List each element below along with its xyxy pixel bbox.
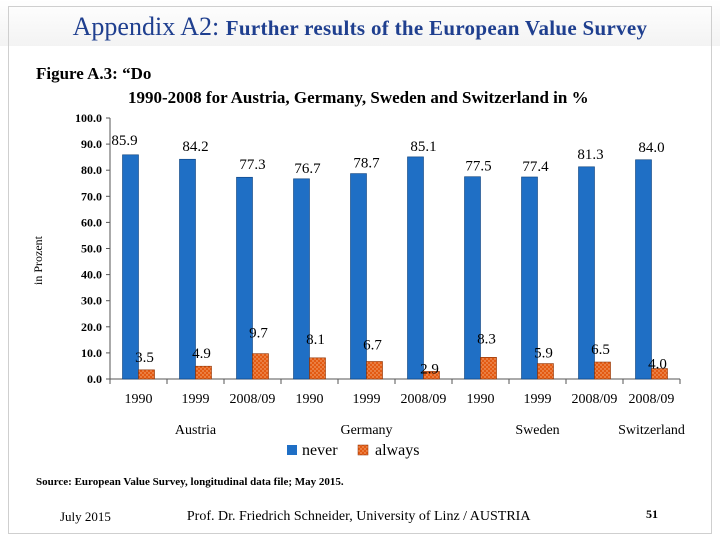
always-data-label: 3.5 <box>135 350 154 366</box>
never-data-label: 84.2 <box>182 139 208 155</box>
always-data-label: 8.1 <box>306 332 325 348</box>
figure-subtitle: 1990-2008 for Austria, Germany, Sweden a… <box>128 88 589 107</box>
y-tick-label: 50.0 <box>81 242 102 256</box>
never-data-label: 81.3 <box>577 147 603 163</box>
always-bar <box>252 353 269 380</box>
never-data-label: 85.9 <box>111 133 137 149</box>
slide-title: Appendix A2: Further results of the Euro… <box>0 12 720 42</box>
y-tick-label: 80.0 <box>81 163 102 177</box>
y-tick-label: 70.0 <box>81 189 102 203</box>
never-data-label: 76.7 <box>294 161 321 177</box>
never-bar <box>122 154 139 380</box>
always-bar <box>594 361 611 380</box>
never-bar <box>236 176 253 380</box>
always-bar <box>366 361 383 380</box>
x-category-label: 2008/09 <box>230 392 276 407</box>
always-bar <box>651 368 668 380</box>
never-bar <box>407 156 424 380</box>
always-data-label: 2.9 <box>420 361 439 377</box>
footer-date: July 2015 <box>60 509 111 524</box>
y-tick-label: 100.0 <box>75 111 102 125</box>
always-data-label: 5.9 <box>534 346 553 362</box>
slide-title-main: Appendix A2: <box>72 12 226 41</box>
y-tick-label: 60.0 <box>81 215 102 229</box>
legend-never-label: never <box>302 442 338 459</box>
x-category-label: 1999 <box>182 392 210 407</box>
never-bar <box>464 176 481 380</box>
never-bar <box>635 159 652 380</box>
always-data-label: 9.7 <box>249 326 268 342</box>
never-data-label: 85.1 <box>410 139 436 155</box>
never-data-label: 77.4 <box>522 159 549 175</box>
y-tick-label: 20.0 <box>81 320 102 334</box>
always-bar <box>138 369 155 380</box>
always-bar <box>195 365 212 380</box>
always-bar <box>480 357 497 380</box>
legend-never-swatch <box>287 445 297 455</box>
y-tick-label: 0.0 <box>87 372 102 386</box>
y-tick-label: 30.0 <box>81 294 102 308</box>
always-data-label: 8.3 <box>477 331 496 347</box>
x-category-label: 2008/09 <box>572 392 618 407</box>
never-data-label: 77.3 <box>239 157 265 173</box>
x-category-label: 1990 <box>296 392 324 407</box>
never-bar <box>293 178 310 380</box>
always-data-label: 6.5 <box>591 342 610 358</box>
legend-always-label: always <box>375 442 419 459</box>
y-tick-label: 40.0 <box>81 268 102 282</box>
never-bar <box>179 158 196 380</box>
never-bar <box>578 166 595 380</box>
never-bar <box>521 176 538 380</box>
slide-header-band <box>0 0 720 46</box>
y-axis-label: in Prozent <box>31 235 45 285</box>
x-category-label: 2008/09 <box>401 392 447 407</box>
source-note: Source: European Value Survey, longitudi… <box>36 476 344 488</box>
never-data-label: 77.5 <box>465 159 491 175</box>
never-data-label: 78.7 <box>353 156 380 172</box>
x-group-label: Sweden <box>515 423 559 438</box>
x-category-label: 2008/09 <box>629 392 675 407</box>
page-number: 51 <box>646 507 658 521</box>
footer-author: Prof. Dr. Friedrich Schneider, Universi… <box>176 509 530 524</box>
x-group-label: Switzerland <box>618 423 685 438</box>
never-data-label: 84.0 <box>638 140 664 156</box>
slide-title-sub: Further results of the European Value Su… <box>225 16 648 40</box>
always-data-label: 4.9 <box>192 346 211 362</box>
always-bar <box>423 371 440 380</box>
always-data-label: 4.0 <box>648 357 667 373</box>
x-category-label: 1999 <box>524 392 552 407</box>
x-group-label: Austria <box>175 423 217 438</box>
legend-always-swatch <box>357 444 369 456</box>
y-tick-label: 10.0 <box>81 346 102 360</box>
figure-title: Figure A.3: “Do <box>36 64 152 83</box>
x-category-label: 1990 <box>467 392 495 407</box>
always-bar <box>309 357 326 380</box>
always-bar <box>537 363 554 380</box>
always-data-label: 6.7 <box>363 338 382 354</box>
x-category-label: 1990 <box>125 392 153 407</box>
y-tick-label: 90.0 <box>81 137 102 151</box>
x-category-label: 1999 <box>353 392 381 407</box>
x-group-label: Germany <box>340 423 392 438</box>
never-bar <box>350 173 367 380</box>
